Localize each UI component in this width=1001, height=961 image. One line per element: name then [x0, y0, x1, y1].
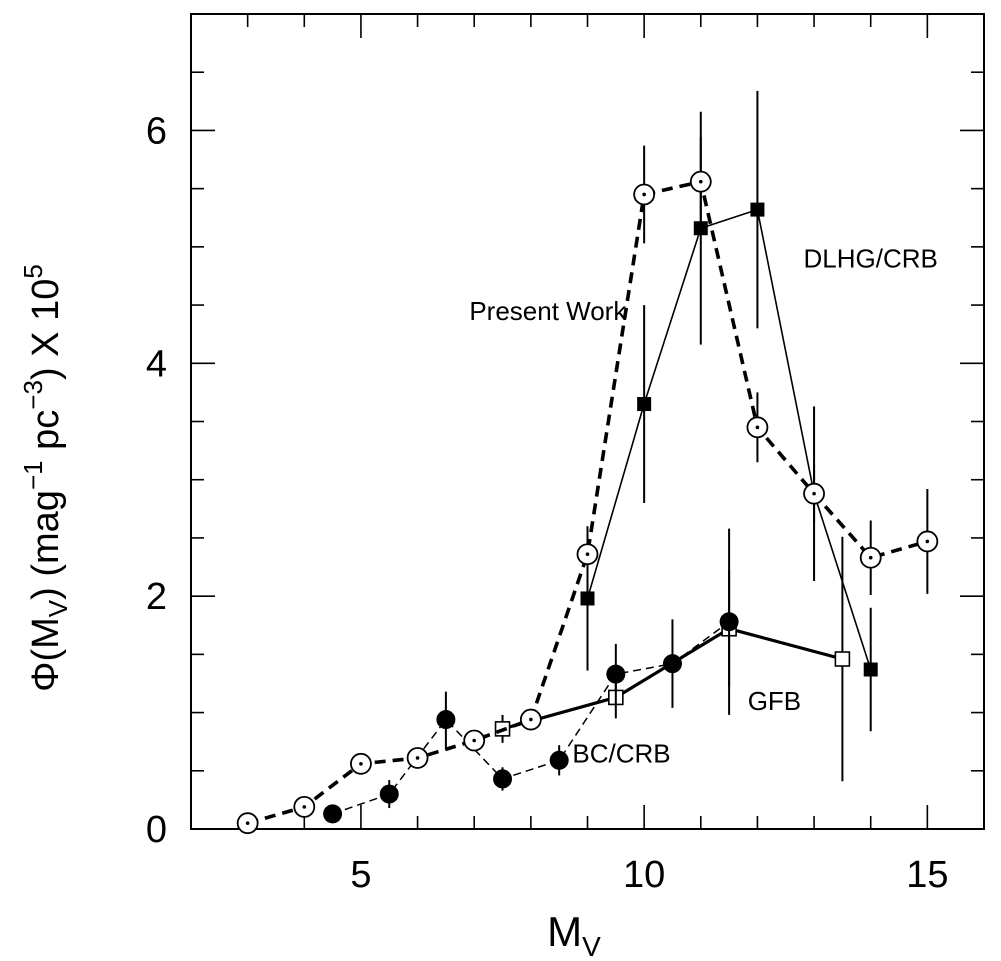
series-layer [236, 90, 939, 835]
data-point-dot [529, 717, 533, 722]
axes: 5 10 15 0 2 4 6 [146, 13, 985, 896]
series-line-bc-crb [332, 621, 730, 815]
annotation-present-work: Present Work [469, 296, 627, 326]
series-present-work [236, 137, 939, 835]
series-line-present-work [247, 179, 928, 825]
data-point [834, 651, 851, 667]
data-point-dot [472, 738, 477, 743]
data-point-dot [812, 491, 816, 496]
data-point-dot [359, 762, 363, 766]
x-axis-title: MV [547, 908, 601, 961]
x-tick-label: 5 [350, 854, 371, 896]
series-bc-crb [323, 528, 739, 824]
y-tick-label: 4 [146, 343, 167, 385]
data-point-dot [585, 552, 590, 557]
data-point [719, 612, 739, 632]
data-point-dot [245, 821, 250, 825]
data-point [637, 397, 652, 412]
y-tick-label: 0 [146, 809, 167, 851]
data-point-dot [415, 756, 420, 760]
y-tick-label: 2 [146, 576, 167, 618]
data-point-dot [868, 555, 873, 560]
data-point [662, 654, 682, 674]
y-tick-label: 6 [146, 110, 167, 152]
data-point [863, 662, 878, 677]
y-axis-title: Φ(MV) (mag−1 pc−3) X 105 [18, 264, 73, 692]
data-point-dot [925, 539, 930, 544]
x-tick-label: 10 [623, 854, 665, 896]
annotations: Present Work DLHG/CRB GFB BC/CRB [469, 244, 938, 769]
data-point [436, 710, 456, 730]
series-line-dlhg-crb [586, 208, 872, 670]
data-point [693, 221, 708, 236]
data-point-dot [642, 192, 646, 197]
data-point-dot [698, 179, 703, 184]
annotation-bc-crb: BC/CRB [572, 738, 670, 768]
data-point-dot [755, 425, 760, 430]
data-point [549, 750, 569, 770]
data-point [379, 784, 399, 804]
data-point [323, 804, 343, 824]
data-point [750, 202, 765, 217]
annotation-gfb: GFB [748, 686, 801, 716]
data-point [580, 591, 595, 606]
data-point [493, 769, 513, 789]
x-tick-label: 15 [906, 854, 948, 896]
annotation-dlhg-crb: DLHG/CRB [804, 244, 938, 274]
data-point-dot [302, 805, 307, 809]
data-point [606, 664, 626, 684]
